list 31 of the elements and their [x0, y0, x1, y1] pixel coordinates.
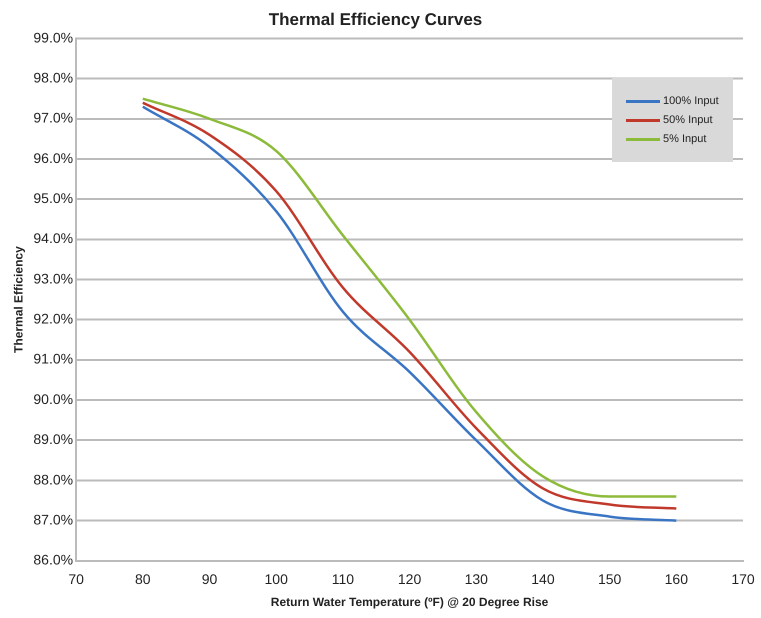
y-tick-label: 86.0% [33, 552, 74, 568]
x-axis-title: Return Water Temperature (ºF) @ 20 Degree Rise [270, 595, 549, 610]
y-tick-label: 99.0% [33, 29, 74, 46]
y-tick-label: 88.0% [33, 471, 74, 488]
x-tick-label: 160 [664, 571, 688, 588]
y-tick-label: 90.0% [33, 390, 74, 407]
y-axis-title: Thermal Efficiency [12, 246, 26, 353]
x-tick-label: 90 [202, 571, 218, 588]
legend-label: 100% Input [663, 95, 719, 108]
y-tick-label: 94.0% [33, 230, 74, 246]
y-tick-label: 92.0% [33, 310, 74, 327]
legend-label: 5% Input [663, 133, 706, 146]
y-tick-label: 95.0% [33, 190, 74, 206]
y-tick-label: 96.0% [33, 150, 74, 166]
x-tick-label: 100 [264, 571, 288, 588]
y-tick-label: 98.0% [33, 69, 74, 86]
y-tick-label: 89.0% [33, 431, 74, 448]
x-tick-label: 130 [464, 571, 488, 588]
y-tick-label: 93.0% [33, 270, 74, 286]
x-tick-label: 170 [731, 571, 755, 588]
x-tick-label: 150 [598, 571, 622, 588]
x-tick-label: 70 [68, 571, 84, 588]
chart-title: Thermal Efficiency Curves [268, 10, 482, 29]
legend-label: 50% Input [663, 114, 713, 126]
x-tick-label: 110 [332, 571, 354, 588]
y-tick-label: 91.0% [33, 350, 74, 367]
x-tick-label: 80 [135, 571, 151, 588]
y-tick-label: 87.0% [33, 511, 74, 528]
x-tick-label: 120 [398, 571, 422, 588]
y-tick-label: 97.0% [33, 110, 74, 126]
x-tick-label: 140 [531, 571, 555, 588]
